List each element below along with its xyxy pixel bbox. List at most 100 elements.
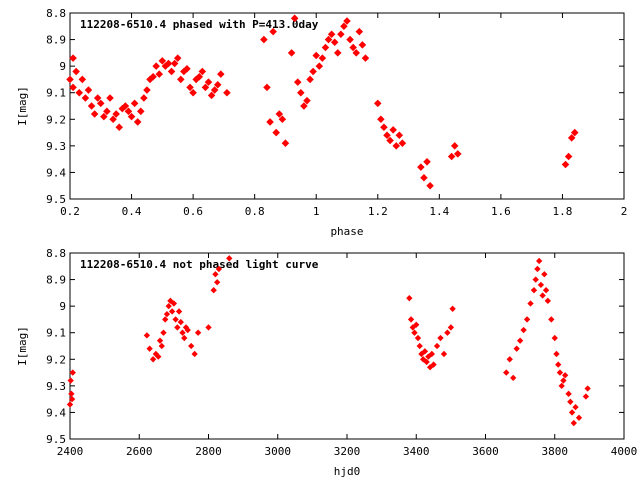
data-point — [423, 358, 430, 366]
x-tick-label: 1.2 — [368, 205, 388, 218]
data-point — [523, 316, 531, 323]
data-point — [414, 334, 422, 342]
data-point — [281, 139, 290, 147]
data-point — [223, 88, 231, 97]
data-point — [330, 38, 339, 46]
x-tick-label: 3400 — [403, 445, 430, 458]
x-tick-label: 1.6 — [491, 205, 511, 218]
data-point — [195, 73, 204, 81]
data-point — [418, 350, 425, 358]
data-point — [389, 126, 397, 134]
data-point — [582, 393, 590, 400]
data-point — [324, 35, 333, 44]
data-point — [293, 78, 302, 86]
x-tick-label: 2400 — [57, 445, 84, 458]
data-point — [532, 276, 539, 283]
data-point — [112, 110, 120, 118]
data-point — [210, 287, 217, 294]
data-point — [565, 390, 572, 397]
data-point — [383, 131, 391, 139]
data-point — [115, 123, 124, 132]
data-point — [106, 94, 114, 102]
data-point — [67, 377, 74, 384]
data-point — [84, 86, 93, 94]
data-point — [163, 310, 171, 318]
data-point — [539, 292, 546, 299]
data-point — [395, 131, 404, 139]
data-point — [93, 94, 102, 102]
data-point — [162, 316, 169, 323]
data-point — [124, 107, 133, 116]
data-point — [306, 75, 314, 84]
data-point — [558, 382, 565, 390]
y-tick-label: 9.1 — [46, 327, 66, 340]
data-point — [158, 57, 167, 65]
data-point — [269, 27, 277, 36]
data-point — [183, 65, 191, 73]
y-tick-label: 8.8 — [46, 7, 66, 20]
y-tick-label: 9.3 — [46, 380, 66, 393]
data-point — [100, 112, 108, 121]
data-point — [421, 348, 429, 355]
y-tick-label: 9 — [59, 60, 66, 73]
x-tick-label: 3200 — [334, 445, 361, 458]
data-point — [570, 128, 579, 137]
data-point — [226, 255, 233, 262]
data-point — [309, 67, 317, 76]
data-point — [158, 342, 165, 350]
data-point — [520, 326, 527, 334]
data-point — [450, 142, 459, 150]
data-point — [567, 134, 576, 142]
data-point — [204, 78, 213, 86]
data-point — [334, 49, 342, 57]
data-point — [167, 297, 174, 304]
data-point — [346, 35, 354, 44]
data-point — [172, 316, 179, 323]
data-point — [278, 115, 287, 124]
data-point — [213, 279, 221, 286]
data-point — [386, 136, 394, 145]
data-point — [156, 337, 164, 344]
data-point — [447, 324, 455, 331]
y-tick-label: 8.9 — [46, 34, 66, 47]
data-point — [81, 94, 90, 102]
data-point — [69, 83, 77, 92]
data-point — [149, 356, 157, 363]
data-point — [567, 398, 574, 405]
x-tick-label: 3000 — [265, 445, 292, 458]
data-point — [75, 88, 83, 97]
data-point — [430, 361, 437, 368]
data-point — [312, 51, 320, 60]
data-point — [548, 316, 555, 323]
data-point — [155, 353, 162, 360]
data-point — [66, 75, 74, 84]
data-point — [275, 110, 284, 118]
data-point — [428, 350, 435, 358]
data-point — [303, 96, 311, 105]
data-point — [556, 369, 564, 376]
plot-frame — [69, 12, 625, 200]
data-point — [69, 369, 76, 376]
x-tick-label: 1.4 — [429, 205, 449, 218]
data-point — [426, 181, 434, 190]
data-point — [177, 75, 185, 84]
data-point — [266, 118, 274, 126]
data-point — [287, 49, 296, 57]
data-point — [503, 369, 510, 376]
data-point — [90, 110, 99, 118]
data-point — [377, 115, 385, 124]
data-point — [68, 390, 75, 397]
data-point — [155, 70, 164, 78]
data-point — [564, 152, 573, 161]
y-axis-title: I[mag] — [16, 86, 29, 126]
data-point — [423, 158, 431, 166]
x-tick-label: 0.6 — [183, 205, 203, 218]
data-point — [263, 83, 271, 92]
chart-title: 112208-6510.4 not phased light curve — [80, 258, 319, 271]
x-tick-label: 2800 — [195, 445, 222, 458]
data-point — [506, 356, 513, 363]
data-point — [170, 59, 179, 68]
data-point — [447, 152, 456, 161]
data-point — [205, 324, 212, 331]
data-point — [121, 102, 130, 110]
